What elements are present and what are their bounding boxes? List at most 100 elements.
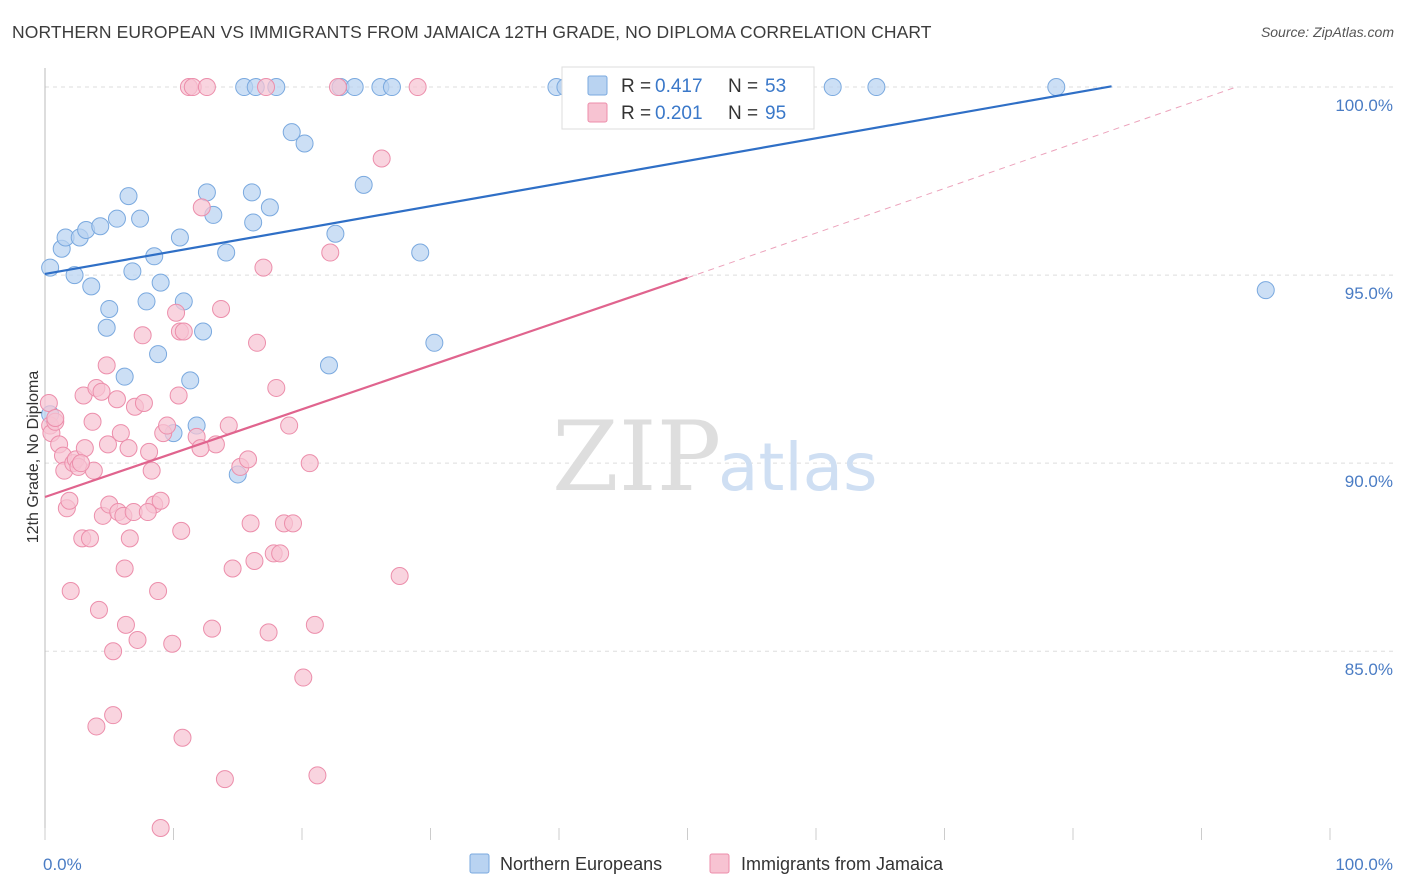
point-jamaica	[172, 521, 191, 540]
point-jamaica	[328, 78, 347, 97]
trend-lines	[44, 85, 1237, 499]
legend-swatch-blue	[587, 75, 608, 96]
point-northern-european	[260, 198, 279, 217]
point-northern-european	[123, 262, 142, 281]
point-jamaica	[408, 78, 427, 97]
point-jamaica	[212, 299, 231, 318]
point-jamaica	[163, 634, 182, 653]
point-jamaica	[173, 728, 192, 747]
point-northern-european	[91, 217, 110, 236]
watermark-zip: ZIP	[552, 401, 721, 513]
trend-line-jamaica	[44, 276, 688, 499]
point-jamaica	[280, 416, 299, 435]
legend-box: R = 0.417 N = 53 R = 0.201 N = 95	[561, 66, 815, 130]
legend-swatch-pink	[587, 102, 608, 123]
point-jamaica	[300, 454, 319, 473]
data-points	[39, 78, 1275, 837]
point-jamaica	[134, 393, 153, 412]
point-jamaica	[191, 439, 210, 458]
point-northern-european	[242, 183, 261, 202]
legend-r-value-1: 0.417	[655, 76, 703, 97]
point-jamaica	[140, 442, 159, 461]
point-jamaica	[239, 450, 258, 469]
axes: 85.0% 90.0% 95.0% 100.0% 0.0% 100.0%	[43, 68, 1393, 874]
point-northern-european	[1256, 281, 1275, 300]
legend-n-label-2: N =	[728, 103, 758, 124]
legend-r-label-1: R =	[621, 76, 651, 97]
point-northern-european	[326, 224, 345, 243]
point-northern-european	[217, 243, 236, 262]
trend-line-northern-europeans	[44, 85, 1112, 276]
point-jamaica	[104, 642, 123, 661]
point-jamaica	[294, 668, 313, 687]
point-jamaica	[71, 454, 90, 473]
point-northern-european	[425, 333, 444, 352]
legend-n-value-1: 53	[765, 76, 786, 97]
y-tick-label: 95.0%	[1345, 284, 1393, 303]
point-northern-european	[107, 209, 126, 228]
watermark-atlas: atlas	[718, 429, 878, 506]
point-jamaica	[97, 356, 116, 375]
point-northern-european	[131, 209, 150, 228]
point-northern-european	[151, 273, 170, 292]
point-jamaica	[167, 303, 186, 322]
point-jamaica	[83, 412, 102, 431]
point-jamaica	[119, 439, 138, 458]
point-jamaica	[60, 491, 79, 510]
point-jamaica	[98, 435, 117, 454]
y-tick-label: 85.0%	[1345, 660, 1393, 679]
point-jamaica	[259, 623, 278, 642]
legend-n-value-2: 95	[765, 103, 786, 124]
x-tick-label: 0.0%	[43, 855, 82, 874]
bottom-legend-label-1: Northern Europeans	[500, 854, 662, 874]
point-northern-european	[194, 322, 213, 341]
point-northern-european	[295, 134, 314, 153]
trend-line-jamaica-extension	[687, 86, 1237, 279]
point-northern-european	[382, 78, 401, 97]
point-jamaica	[87, 717, 106, 736]
point-northern-european	[319, 356, 338, 375]
point-jamaica	[104, 706, 123, 725]
point-jamaica	[158, 416, 177, 435]
watermark: ZIP atlas	[552, 401, 878, 513]
point-jamaica	[372, 149, 391, 168]
point-jamaica	[390, 567, 409, 585]
legend-r-value-2: 0.201	[655, 103, 703, 124]
point-jamaica	[46, 409, 65, 428]
point-northern-european	[137, 292, 156, 311]
point-jamaica	[149, 582, 168, 601]
legend-n-label-1: N =	[728, 76, 758, 97]
point-jamaica	[61, 582, 80, 601]
point-jamaica	[115, 559, 134, 578]
point-northern-european	[82, 277, 101, 296]
point-jamaica	[39, 393, 58, 412]
point-northern-european	[197, 183, 216, 202]
point-northern-european	[115, 367, 134, 386]
point-jamaica	[89, 600, 108, 619]
point-jamaica	[245, 551, 264, 570]
point-jamaica	[142, 461, 161, 480]
point-jamaica	[120, 529, 139, 548]
point-northern-european	[282, 123, 301, 142]
point-jamaica	[192, 198, 211, 217]
bottom-legend-label-2: Immigrants from Jamaica	[741, 854, 944, 874]
point-northern-european	[411, 243, 430, 262]
point-jamaica	[151, 819, 170, 837]
point-jamaica	[133, 326, 152, 345]
bottom-legend: Northern Europeans Immigrants from Jamai…	[469, 853, 944, 874]
point-jamaica	[284, 514, 303, 533]
point-jamaica	[174, 322, 193, 341]
point-jamaica	[111, 424, 130, 443]
point-jamaica	[203, 619, 222, 638]
point-northern-european	[354, 175, 373, 194]
point-jamaica	[267, 378, 286, 397]
point-jamaica	[128, 630, 147, 649]
point-northern-european	[867, 78, 886, 97]
point-jamaica	[254, 258, 273, 277]
point-jamaica	[107, 390, 126, 409]
point-jamaica	[308, 766, 327, 785]
point-jamaica	[138, 503, 157, 522]
point-northern-european	[97, 318, 116, 337]
point-jamaica	[271, 544, 290, 563]
